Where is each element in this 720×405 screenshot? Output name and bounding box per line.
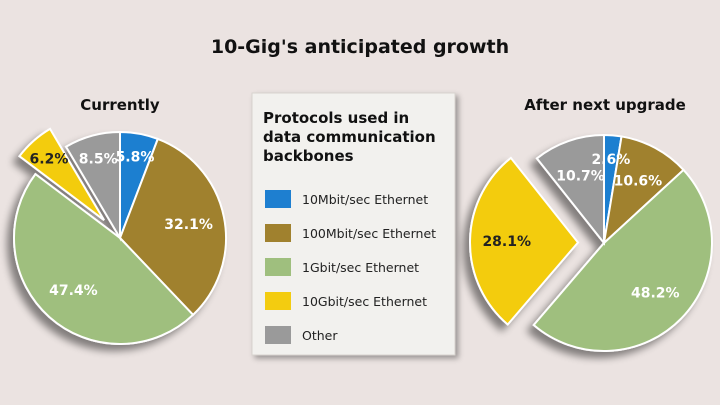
page-title: 10-Gig's anticipated growth <box>211 36 509 58</box>
pie-slice-1gbit-sec-ethernet <box>532 168 713 353</box>
legend-label-1gbit-sec-ethernet: 1Gbit/sec Ethernet <box>302 260 419 275</box>
slice-label-1gbit-sec-ethernet: 47.4% <box>49 283 98 299</box>
legend-swatch-1gbit-sec-ethernet <box>265 258 291 276</box>
legend-label-10gbit-sec-ethernet: 10Gbit/sec Ethernet <box>302 294 427 309</box>
slice-label-10gbit-sec-ethernet: 6.2% <box>30 151 69 167</box>
slice-label-100mbit-sec-ethernet: 32.1% <box>164 217 213 233</box>
pie-slice-other <box>64 130 121 242</box>
legend-label-100mbit-sec-ethernet: 100Mbit/sec Ethernet <box>302 226 436 241</box>
pie-slice-10gbit-sec-ethernet <box>18 127 105 221</box>
legend-title-line-2: data communication <box>263 128 436 146</box>
pie-chart-after-upgrade <box>469 133 713 353</box>
slice-label-1gbit-sec-ethernet: 48.2% <box>631 286 680 302</box>
pie-chart-current <box>13 127 227 345</box>
slice-label-other: 10.7% <box>556 169 605 185</box>
pie-title-current: Currently <box>80 96 160 114</box>
pie-slice-1gbit-sec-ethernet <box>13 172 195 345</box>
slice-label-10mbit-sec-ethernet: 2.6% <box>591 152 630 168</box>
pie-labels-after-upgrade: 2.6% 10.6% 48.2% 28.1% 10.7% <box>482 152 679 301</box>
legend-swatch-other <box>265 326 291 344</box>
pie-labels-current: 5.8% 32.1% 47.4% 6.2% 8.5% <box>30 150 213 299</box>
pie-title-after-upgrade: After next upgrade <box>524 96 686 114</box>
pie-slice-100mbit-sec-ethernet <box>118 137 227 317</box>
slice-label-10mbit-sec-ethernet: 5.8% <box>116 150 155 166</box>
pie-slice-10gbit-sec-ethernet <box>469 156 580 326</box>
legend-title-line-3: backbones <box>263 147 354 165</box>
pie-slice-other <box>535 133 605 246</box>
slice-label-100mbit-sec-ethernet: 10.6% <box>614 173 663 189</box>
legend-swatch-100mbit-sec-ethernet <box>265 224 291 242</box>
legend-label-other: Other <box>302 328 338 343</box>
legend-items: 10Mbit/sec Ethernet 100Mbit/sec Ethernet 1… <box>265 190 436 344</box>
legend: Protocols used in data communication bac… <box>251 92 456 356</box>
legend-label-10mbit-sec-ethernet: 10Mbit/sec Ethernet <box>302 192 428 207</box>
legend-swatch-10mbit-sec-ethernet <box>265 190 291 208</box>
slice-label-10gbit-sec-ethernet: 28.1% <box>482 234 531 250</box>
slice-label-other: 8.5% <box>79 151 118 167</box>
legend-title-line-1: Protocols used in <box>263 109 409 127</box>
legend-swatch-10gbit-sec-ethernet <box>265 292 291 310</box>
pie-slice-100mbit-sec-ethernet <box>602 135 685 246</box>
